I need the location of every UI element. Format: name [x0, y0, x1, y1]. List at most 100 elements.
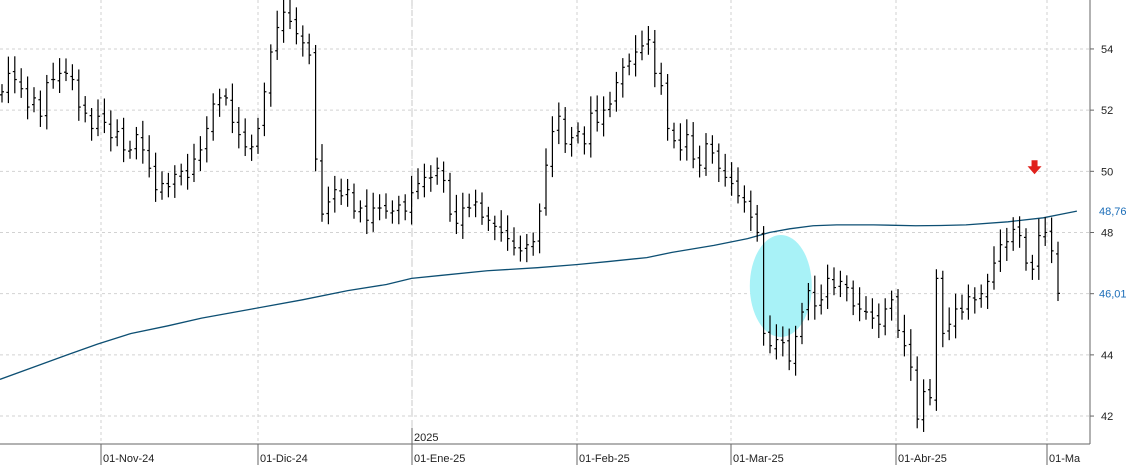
- ohlc-bar: [396, 195, 401, 225]
- ohlc-bar: [870, 298, 875, 329]
- ma-value-label-bg: [1097, 203, 1133, 220]
- y-tick-label: 50: [1101, 166, 1113, 178]
- ohlc-bar: [217, 88, 222, 117]
- ohlc-bar: [838, 270, 843, 298]
- ohlc-bar: [832, 267, 836, 296]
- ohlc-bar: [768, 315, 772, 354]
- ohlc-bar: [979, 284, 984, 308]
- ohlc-bar: [960, 294, 964, 320]
- ohlc-bar: [147, 135, 152, 178]
- ohlc-bar: [294, 7, 299, 45]
- ohlc-bar: [403, 194, 408, 221]
- ohlc-bar: [1036, 218, 1041, 280]
- ohlc-bar: [480, 192, 484, 225]
- ohlc-bar: [774, 324, 779, 360]
- ohlc-bar: [236, 107, 241, 149]
- ohlc-bar: [940, 270, 945, 348]
- ohlc-bar: [812, 275, 817, 320]
- ohlc-bar: [620, 58, 625, 98]
- ohlc-bar: [819, 284, 824, 315]
- ohlc-bar: [1004, 227, 1009, 261]
- ohlc-bar: [499, 210, 504, 242]
- ohlc-bar: [716, 143, 721, 183]
- ohlc-bar: [710, 135, 715, 164]
- ohlc-bar: [665, 74, 670, 141]
- ohlc-bar: [1056, 241, 1060, 302]
- ohlc-bar: [793, 325, 798, 376]
- ohlc-bar: [198, 136, 203, 172]
- ohlc-bar: [249, 134, 254, 161]
- ohlc-bar: [595, 95, 600, 132]
- x-tick-label: 01-Dic-24: [260, 453, 308, 465]
- ohlc-bar: [723, 153, 728, 187]
- ohlc-bar: [550, 116, 555, 178]
- ohlc-bar: [1043, 217, 1048, 246]
- ohlc-bar: [243, 118, 248, 157]
- ohlc-bar: [153, 152, 158, 202]
- ohlc-bar: [281, 0, 286, 43]
- grid-lines: [0, 0, 1090, 444]
- ohlc-bar: [83, 96, 88, 123]
- ohlc-bar: [537, 203, 542, 254]
- ohlc-bar: [563, 107, 568, 153]
- ohlc-bar: [0, 84, 4, 103]
- ohlc-bar: [998, 229, 1003, 272]
- ohlc-bar: [364, 189, 369, 235]
- ohlc-bar: [627, 53, 632, 76]
- ohlc-bar: [211, 93, 216, 141]
- ohlc-bar: [313, 44, 318, 172]
- ohlc-bar: [851, 280, 856, 316]
- axes: 4244464850525401-Nov-2401-Dic-2401-Ene-2…: [0, 0, 1113, 465]
- ohlc-bar: [908, 329, 913, 381]
- ohlc-bar: [38, 90, 43, 127]
- ohlc-bar: [825, 264, 830, 309]
- ohlc-bar: [544, 148, 548, 216]
- ohlc-bar: [787, 328, 792, 371]
- ohlc-bar: [57, 58, 62, 93]
- ohlc-bar: [742, 185, 747, 213]
- ohlc-bar: [64, 58, 68, 82]
- ohlc-bar: [652, 29, 657, 88]
- ohlc-bar: [691, 122, 696, 169]
- ohlc-bar: [19, 68, 24, 98]
- ohlc-bar: [332, 175, 337, 213]
- ohlc-bar: [44, 74, 49, 130]
- ohlc-bar: [307, 33, 312, 65]
- value-labels: 48,76 46,01: [1097, 203, 1133, 302]
- ohlc-bar: [185, 153, 190, 190]
- ohlc-bar: [953, 293, 958, 339]
- y-tick-label: 52: [1101, 105, 1113, 117]
- ohlc-bar: [371, 192, 376, 232]
- ohlc-bar: [684, 119, 689, 161]
- price-bars: [0, 0, 1060, 432]
- ohlc-bar: [921, 379, 926, 432]
- ohlc-bar: [160, 171, 164, 200]
- ohlc-bar: [358, 200, 363, 223]
- ohlc-bar: [512, 227, 516, 256]
- ohlc-bar: [588, 96, 593, 158]
- ohlc-bar: [108, 110, 113, 152]
- ohlc-bar: [224, 88, 228, 106]
- ohlc-bar: [352, 183, 356, 219]
- ohlc-bar: [409, 175, 414, 225]
- ohlc-bar: [51, 62, 56, 89]
- ohlc-bar: [614, 71, 619, 112]
- ohlc-bar: [992, 246, 996, 290]
- ohlc-bar: [89, 107, 94, 141]
- ohlc-bar: [428, 165, 433, 192]
- ohlc-bar: [569, 126, 574, 157]
- ohlc-bar: [934, 269, 939, 411]
- ohlc-bar: [486, 206, 491, 231]
- x-tick-label: 01-Abr-25: [898, 453, 947, 465]
- ohlc-bar: [339, 178, 344, 205]
- ma-value-label: 48,76: [1099, 206, 1127, 218]
- ohlc-bar: [166, 172, 171, 198]
- ohlc-bar: [121, 117, 126, 163]
- ohlc-bar: [320, 144, 324, 222]
- ohlc-bar: [70, 64, 75, 91]
- moving-average-line: [0, 210, 1078, 380]
- ohlc-bar: [96, 99, 100, 137]
- ohlc-bar: [32, 87, 36, 113]
- ohlc-bar: [1024, 228, 1028, 271]
